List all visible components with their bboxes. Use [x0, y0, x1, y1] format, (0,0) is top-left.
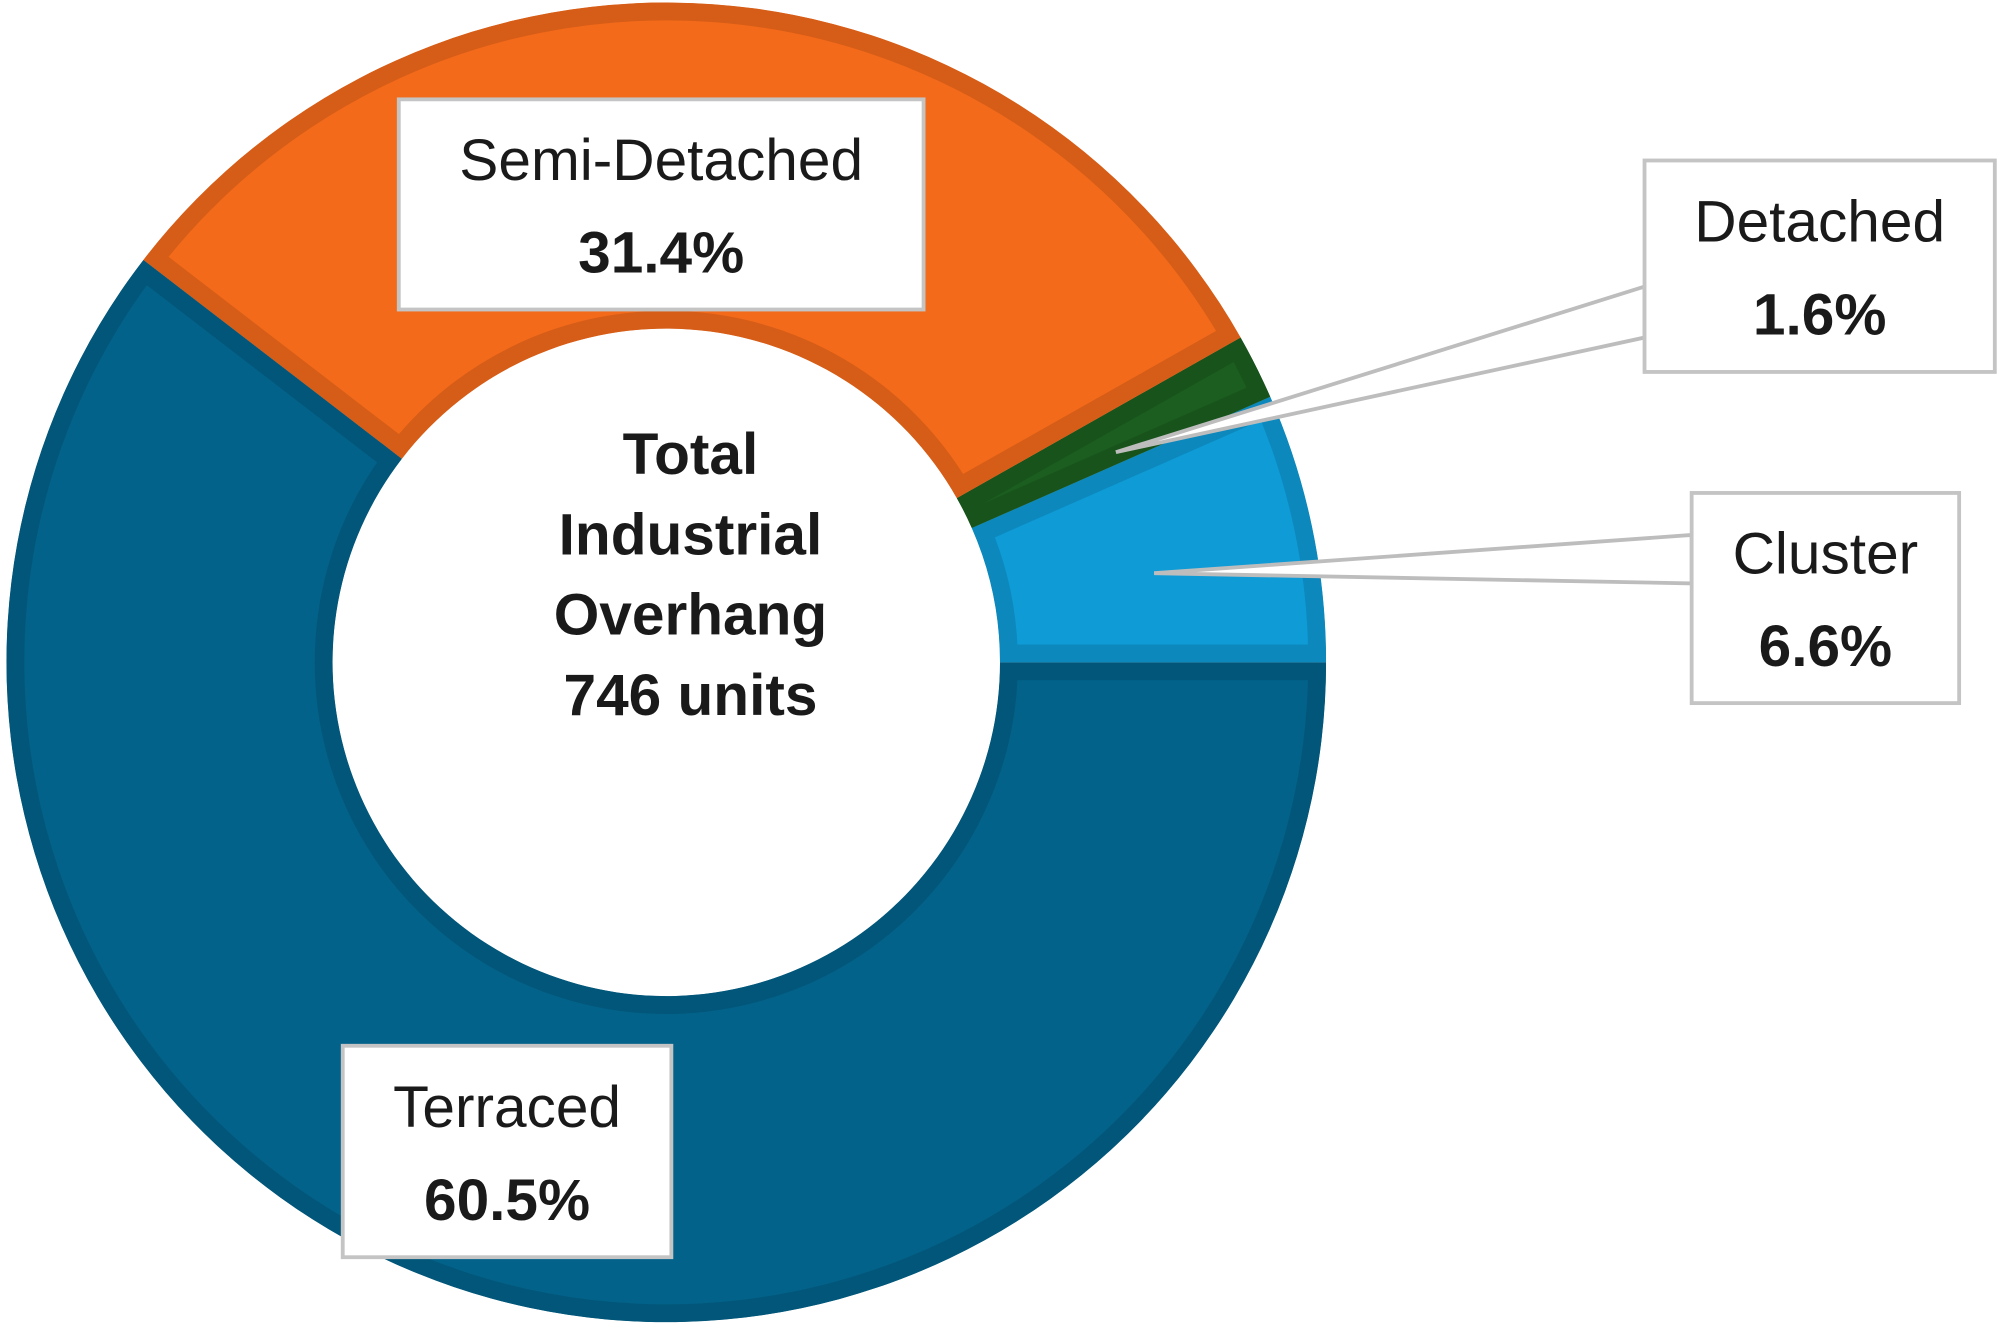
value-label: 31.4% — [578, 220, 744, 285]
value-label: 6.6% — [1759, 614, 1893, 679]
center-label: 746 units — [564, 663, 818, 728]
label-box — [396, 97, 926, 312]
label-box — [340, 1043, 674, 1260]
label-box — [1689, 491, 1962, 706]
category-label: Detached — [1694, 190, 1945, 255]
center-label: Total — [623, 422, 759, 487]
center-label: Industrial — [559, 502, 823, 567]
category-label: Semi-Detached — [459, 128, 863, 193]
category-label: Terraced — [393, 1075, 621, 1140]
label-box — [1642, 158, 1997, 374]
value-label: 1.6% — [1753, 283, 1887, 348]
value-label: 60.5% — [424, 1168, 590, 1233]
category-label: Cluster — [1733, 522, 1919, 587]
center-label: Overhang — [554, 583, 827, 648]
